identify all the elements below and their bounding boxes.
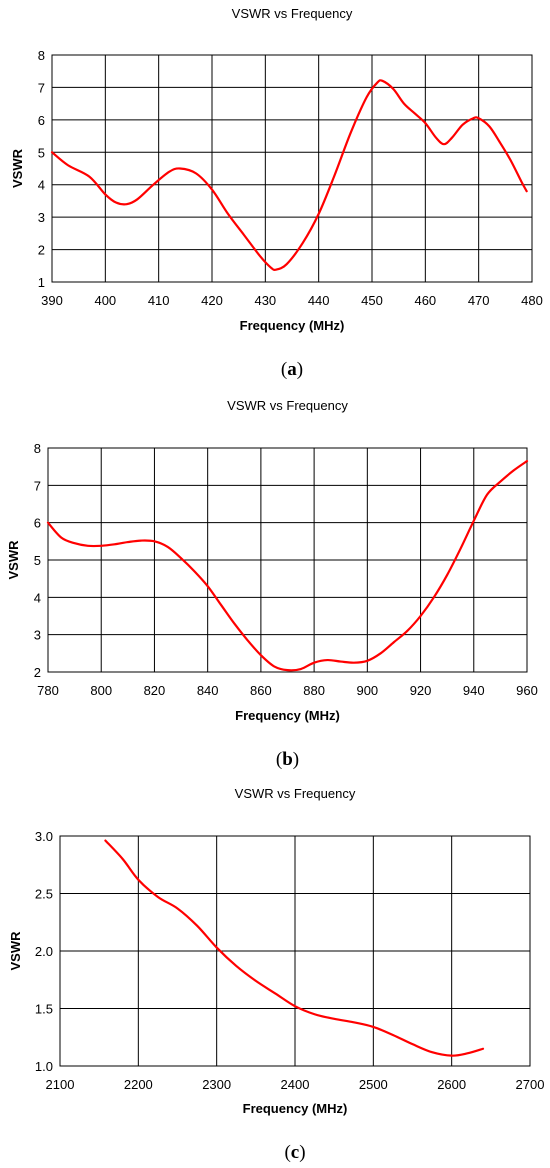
x-tick-label: 2700: [516, 1077, 545, 1092]
y-tick-label: 7: [38, 80, 45, 95]
y-tick-label: 3: [38, 210, 45, 225]
y-tick-label: 4: [38, 178, 45, 193]
chart-title: VSWR vs Frequency: [227, 398, 348, 413]
y-tick-label: 6: [34, 516, 41, 531]
y-axis-title: VSWR: [8, 931, 23, 971]
chart-panel-b: VSWR vs Frequency 780 800 820 840 860 880 900 92…: [6, 398, 538, 770]
y-tick-label: 2.0: [35, 944, 53, 959]
x-tick-label: 2500: [359, 1077, 388, 1092]
x-tick-label: 920: [410, 683, 432, 698]
x-tick-label: 390: [41, 293, 63, 308]
x-tick-label: 820: [144, 683, 166, 698]
y-tick-label: 2.5: [35, 887, 53, 902]
x-axis-title: Frequency (MHz): [243, 1101, 348, 1116]
y-tick-label: 5: [34, 553, 41, 568]
vswr-series-line: [46, 459, 529, 672]
y-tick-label: 7: [34, 478, 41, 493]
x-tick-label: 430: [254, 293, 276, 308]
x-tick-label: 400: [94, 293, 116, 308]
y-tick-label: 3.0: [35, 829, 53, 844]
x-tick-label: 470: [468, 293, 490, 308]
x-tick-label: 900: [356, 683, 378, 698]
chart-title: VSWR vs Frequency: [232, 6, 353, 21]
x-tick-label: 960: [516, 683, 538, 698]
y-axis-title: VSWR: [6, 540, 21, 580]
y-tick-label: 2: [38, 243, 45, 258]
x-axis-title: Frequency (MHz): [240, 318, 345, 333]
y-tick-label: 1: [38, 275, 45, 290]
x-tick-label: 880: [303, 683, 325, 698]
y-tick-label: 8: [34, 441, 41, 456]
x-tick-label: 420: [201, 293, 223, 308]
y-tick-label: 8: [38, 48, 45, 63]
x-tick-label: 460: [414, 293, 436, 308]
x-tick-label: 2600: [437, 1077, 466, 1092]
panel-caption: (a): [281, 359, 303, 380]
panel-caption: (c): [284, 1142, 305, 1163]
x-tick-label: 940: [463, 683, 485, 698]
x-tick-label: 2100: [46, 1077, 75, 1092]
x-tick-label: 2300: [202, 1077, 231, 1092]
plot-area: [51, 54, 533, 283]
y-tick-label: 6: [38, 113, 45, 128]
panel-caption: (b): [276, 749, 299, 770]
y-tick-label: 5: [38, 145, 45, 160]
y-tick-label: 1.0: [35, 1059, 53, 1074]
vswr-series-line: [50, 79, 528, 271]
x-tick-label: 860: [250, 683, 272, 698]
chart-title: VSWR vs Frequency: [235, 786, 356, 801]
x-tick-label: 410: [148, 293, 170, 308]
chart-panel-c: VSWR vs Frequency 2100 2200 2300 2400 2500 260…: [8, 786, 544, 1163]
x-tick-label: 840: [197, 683, 219, 698]
y-axis-title: VSWR: [10, 148, 25, 188]
x-tick-label: 2400: [281, 1077, 310, 1092]
x-axis-title: Frequency (MHz): [235, 708, 340, 723]
x-tick-label: 480: [521, 293, 543, 308]
y-tick-label: 1.5: [35, 1002, 53, 1017]
y-tick-label: 2: [34, 665, 41, 680]
x-tick-label: 800: [90, 683, 112, 698]
x-tick-label: 780: [37, 683, 59, 698]
x-tick-label: 450: [361, 293, 383, 308]
vswr-series-line: [104, 839, 485, 1057]
y-tick-label: 3: [34, 628, 41, 643]
y-tick-label: 4: [34, 590, 41, 605]
x-tick-label: 2200: [124, 1077, 153, 1092]
x-tick-label: 440: [308, 293, 330, 308]
